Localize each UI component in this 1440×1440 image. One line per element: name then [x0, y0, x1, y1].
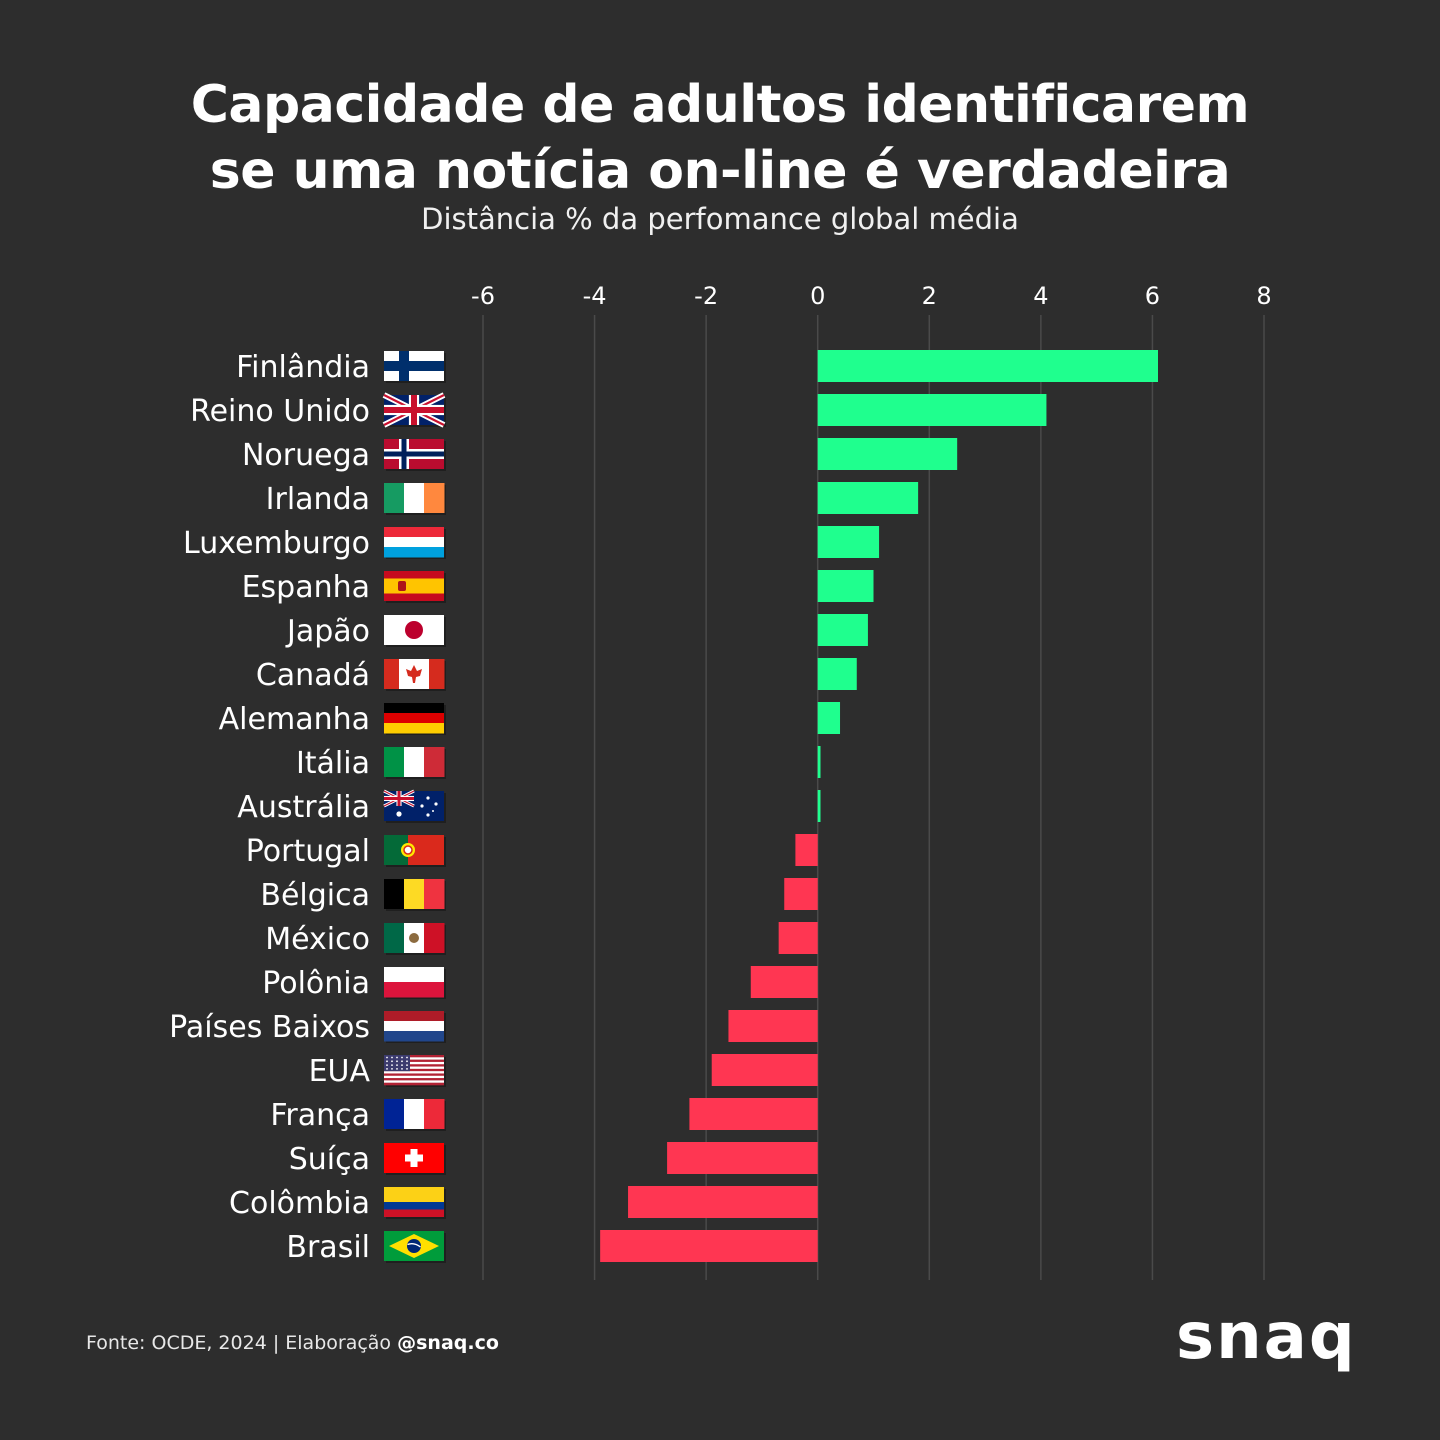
bar	[817, 526, 880, 558]
bar	[817, 614, 868, 646]
source-handle: @snaq.co	[397, 1332, 499, 1354]
bar	[817, 570, 874, 602]
x-tick-label: 6	[1145, 282, 1160, 310]
colombia-flag	[384, 1187, 446, 1219]
uk-flag	[382, 392, 446, 428]
bar	[795, 834, 818, 866]
country-label: Países Baixos	[169, 1010, 370, 1045]
x-tick-label: -2	[694, 282, 718, 310]
country-label: Brasil	[286, 1230, 370, 1265]
bar	[778, 922, 818, 954]
source-footer: Fonte: OCDE, 2024 | Elaboração @snaq.co	[86, 1332, 499, 1354]
usa-flag	[384, 1055, 446, 1087]
finland-flag	[384, 351, 446, 383]
country-label: México	[265, 922, 370, 957]
norway-flag	[384, 439, 446, 471]
country-label: Austrália	[237, 790, 370, 825]
spain-flag	[384, 571, 446, 603]
x-tick-label: -6	[471, 282, 495, 310]
snaq-logo: snaq	[1176, 1300, 1357, 1374]
bar	[600, 1230, 818, 1262]
bar	[689, 1098, 818, 1130]
belgium-flag	[384, 879, 446, 911]
bar	[817, 350, 1159, 382]
country-label: Japão	[285, 614, 370, 649]
source-text: Fonte: OCDE, 2024 | Elaboração	[86, 1332, 392, 1354]
x-tick-label: -4	[583, 282, 607, 310]
bar	[667, 1142, 818, 1174]
bar	[817, 702, 841, 734]
mexico-flag	[384, 923, 446, 955]
country-label: Irlanda	[266, 482, 370, 517]
bar	[817, 438, 958, 470]
country-label: Luxemburgo	[183, 526, 370, 561]
japan-flag	[384, 615, 446, 647]
bar	[728, 1010, 818, 1042]
chart-title-line-1: Capacidade de adultos identificarem	[190, 75, 1250, 135]
chart-title: Capacidade de adultos identificarem se u…	[0, 72, 1440, 204]
australia-flag	[383, 789, 446, 823]
country-label: Polônia	[262, 966, 370, 1001]
germany-flag	[384, 703, 446, 735]
ireland-flag	[384, 483, 446, 515]
portugal-flag	[384, 835, 446, 867]
country-label: EUA	[309, 1054, 371, 1089]
country-label: Finlândia	[236, 350, 370, 385]
x-tick-label: 4	[1033, 282, 1048, 310]
country-label: Reino Unido	[190, 394, 370, 429]
country-label: França	[270, 1098, 370, 1133]
x-tick-label: 2	[922, 282, 937, 310]
country-label: Suíça	[289, 1142, 370, 1177]
country-label: Canadá	[256, 658, 370, 693]
bar	[817, 746, 821, 778]
chart-title-line-2: se uma notícia on-line é verdadeira	[209, 141, 1231, 201]
bar	[817, 394, 1047, 426]
canada-flag	[384, 659, 446, 691]
bar	[628, 1186, 818, 1218]
country-label: Bélgica	[260, 878, 370, 913]
switzerland-flag	[384, 1143, 446, 1175]
x-tick-label: 0	[810, 282, 825, 310]
bar	[784, 878, 818, 910]
brazil-flag	[384, 1231, 446, 1263]
country-label: Alemanha	[219, 702, 370, 737]
poland-flag	[384, 967, 446, 999]
netherlands-flag	[384, 1011, 446, 1043]
bar	[817, 790, 821, 822]
x-tick-label: 8	[1256, 282, 1271, 310]
country-label: Espanha	[242, 570, 370, 605]
bar	[817, 658, 857, 690]
france-flag	[384, 1099, 446, 1131]
italy-flag	[384, 747, 446, 779]
bar	[817, 482, 919, 514]
luxembourg-flag	[384, 527, 446, 559]
bar	[750, 966, 818, 998]
country-label: Noruega	[242, 438, 370, 473]
country-label: Colômbia	[229, 1186, 370, 1221]
country-label: Portugal	[246, 834, 370, 869]
country-label: Itália	[296, 746, 370, 781]
chart-subtitle: Distância % da perfomance global média	[421, 202, 1019, 236]
bar	[711, 1054, 818, 1086]
